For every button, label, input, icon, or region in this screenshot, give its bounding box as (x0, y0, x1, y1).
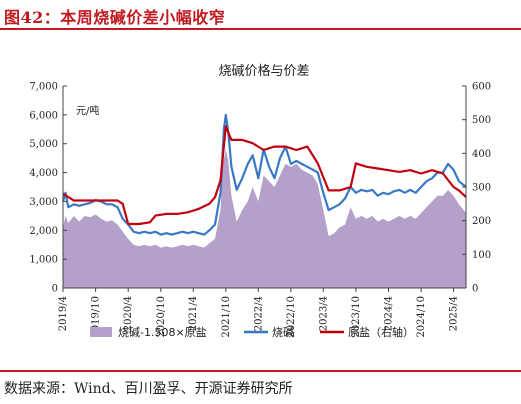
x-tick-label: 2025/4 (449, 296, 460, 331)
x-tick-label: 2022/4 (253, 296, 264, 331)
x-tick-label: 2019/10 (91, 296, 102, 338)
x-tick-label: 2021/4 (188, 296, 199, 331)
x-tick-label: 2020/10 (156, 296, 167, 338)
y-right-tick-label: 100 (472, 250, 491, 261)
legend-spread-swatch (90, 327, 112, 337)
y-left-tick-label: 6,000 (29, 110, 58, 121)
y-left-tick-label: 7,000 (29, 82, 58, 93)
x-tick-label: 2023/10 (351, 296, 362, 338)
x-tick-label: 2019/4 (58, 296, 69, 331)
y-right-tick-label: 300 (472, 183, 491, 194)
x-tick-label: 2024/10 (416, 296, 427, 338)
y-right-tick-label: 0 (472, 284, 478, 295)
source-rule (0, 370, 521, 372)
legend-spread-label: 烧碱-1.508×原盐 (118, 326, 207, 339)
y-left-tick-label: 2,000 (29, 226, 58, 237)
y-left-tick-label: 0 (52, 284, 58, 295)
y-right-tick-label: 200 (472, 216, 491, 227)
y-left-tick-label: 4,000 (29, 168, 58, 179)
series-line-salt (62, 125, 467, 226)
y-left-tick-label: 5,000 (29, 139, 58, 150)
legend-salt-label: 原盐（右轴） (348, 325, 414, 339)
y-left-tick-label: 3,000 (29, 197, 58, 208)
figure-title: 图42：本周烧碱价差小幅收窄 (4, 8, 226, 27)
legend-caustic-label: 烧碱 (272, 326, 294, 339)
y-right-tick-label: 500 (472, 115, 491, 126)
source-note: 数据来源：Wind、百川盈孚、开源证券研究所 (4, 381, 293, 397)
x-tick-label: 2023/4 (318, 296, 329, 331)
y-right-tick-label: 400 (472, 149, 491, 160)
series-area-spread (63, 149, 466, 288)
y-left-tick-label: 1,000 (29, 255, 58, 266)
unit-label: 元/吨 (76, 104, 99, 117)
chart-title: 烧碱价格与价差 (218, 63, 309, 79)
title-rule (0, 28, 521, 30)
x-tick-label: 2024/4 (384, 296, 395, 331)
x-tick-label: 2021/10 (221, 296, 232, 338)
x-tick-label: 2020/4 (123, 296, 134, 331)
x-tick-label: 2022/10 (286, 296, 297, 338)
y-right-tick-label: 600 (472, 82, 491, 93)
